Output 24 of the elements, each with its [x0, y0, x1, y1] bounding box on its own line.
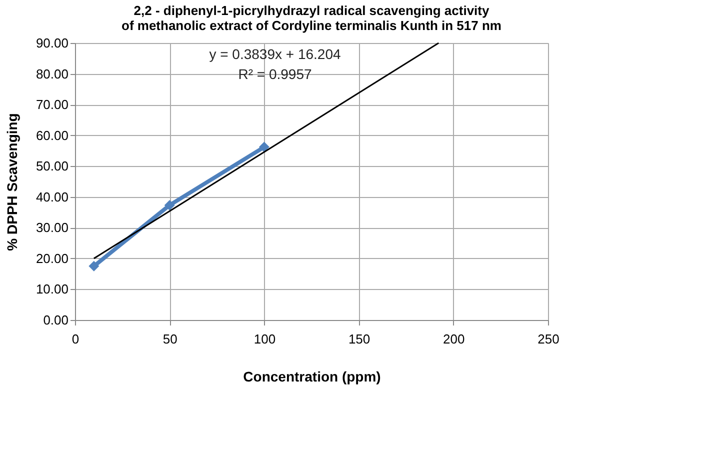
- x-tick-label: 150: [348, 332, 370, 346]
- y-axis-title: % DPPH Scavenging: [4, 113, 20, 251]
- point: [164, 200, 175, 210]
- y-tick-label: 70.00: [36, 97, 68, 112]
- point: [88, 260, 100, 272]
- y-tick-label: 60.00: [36, 128, 68, 143]
- point: [258, 142, 270, 152]
- x-tick-label: 200: [443, 332, 465, 346]
- x-axis-title: Concentration (ppm): [243, 368, 381, 384]
- y-tick-label: 20.00: [36, 250, 68, 266]
- annotation: R² = 0.9957: [238, 66, 312, 82]
- y-tick-label: 0.00: [43, 312, 68, 328]
- y-tick-label: 50.00: [36, 158, 68, 174]
- y-tick-label: 90.00: [36, 36, 68, 50]
- y-tick-label: 80.00: [36, 66, 68, 82]
- annotation: y = 0.3839x + 16.204: [209, 46, 341, 62]
- y-tick-label: 30.00: [36, 220, 68, 236]
- y-tick-label: 10.00: [36, 282, 68, 297]
- x-tick-label: 250: [538, 332, 560, 346]
- y-tick-label: 40.00: [36, 189, 68, 204]
- x-tick-label: 100: [254, 332, 276, 346]
- x-tick-label: 0: [72, 332, 80, 346]
- chart-title: 2,2 - diphenyl-1-picrylhydrazyl radical scavenging activity of methanolic extract of Cordyline terminalis Kunth in 517 nm: [122, 3, 502, 33]
- x-tick-label: 50: [162, 332, 178, 346]
